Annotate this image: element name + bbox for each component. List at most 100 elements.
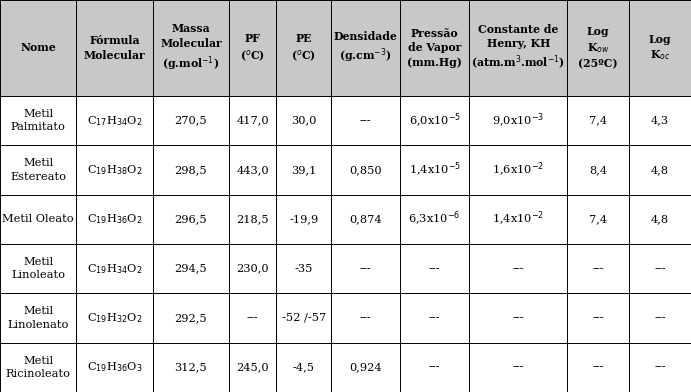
Text: 312,5: 312,5 — [175, 362, 207, 372]
Bar — [0, 145, 77, 195]
Text: Constante de
Henry, KH
(atm.m$^{3}$.mol$^{-1}$): Constante de Henry, KH (atm.m$^{3}$.mol$… — [471, 24, 565, 73]
Text: Massa
Molecular
(g.mol$^{-1}$): Massa Molecular (g.mol$^{-1}$) — [160, 23, 222, 73]
Text: 443,0: 443,0 — [236, 165, 269, 175]
Bar — [153, 293, 229, 343]
Text: Densidade
(g.cm$^{-3}$): Densidade (g.cm$^{-3}$) — [334, 31, 397, 65]
Bar — [400, 343, 469, 392]
Bar — [567, 0, 630, 96]
Text: -52 /-57: -52 /-57 — [281, 313, 325, 323]
Bar — [567, 343, 630, 392]
Bar — [276, 0, 331, 96]
Text: 4,8: 4,8 — [651, 165, 669, 175]
Text: ---: --- — [360, 264, 371, 274]
Text: ---: --- — [247, 313, 258, 323]
Bar — [77, 195, 153, 244]
Text: C$_{19}$H$_{32}$O$_{2}$: C$_{19}$H$_{32}$O$_{2}$ — [87, 311, 142, 325]
Bar — [400, 145, 469, 195]
Bar — [400, 195, 469, 244]
Text: Fórmula
Molecular: Fórmula Molecular — [84, 35, 145, 61]
Bar — [153, 0, 229, 96]
Bar — [0, 343, 77, 392]
Bar — [567, 195, 630, 244]
Bar — [567, 96, 630, 145]
Text: C$_{19}$H$_{36}$O$_{3}$: C$_{19}$H$_{36}$O$_{3}$ — [87, 360, 142, 374]
Bar — [276, 195, 331, 244]
Bar — [0, 96, 77, 145]
Text: ---: --- — [513, 313, 524, 323]
Bar — [77, 145, 153, 195]
Bar — [469, 145, 567, 195]
Text: 0,874: 0,874 — [349, 214, 382, 224]
Bar — [630, 145, 691, 195]
Text: Metil
Estereato: Metil Estereato — [10, 158, 66, 181]
Bar — [469, 96, 567, 145]
Bar — [331, 0, 400, 96]
Text: -19,9: -19,9 — [289, 214, 319, 224]
Text: 245,0: 245,0 — [236, 362, 269, 372]
Bar — [400, 244, 469, 293]
Text: ---: --- — [654, 362, 666, 372]
Bar — [229, 195, 276, 244]
Bar — [630, 195, 691, 244]
Text: Metil Oleato: Metil Oleato — [2, 214, 74, 224]
Text: PF
($^{o}$C): PF ($^{o}$C) — [240, 33, 265, 63]
Text: 7,4: 7,4 — [589, 214, 607, 224]
Bar — [567, 293, 630, 343]
Text: 9,0x10$^{-3}$: 9,0x10$^{-3}$ — [492, 112, 545, 130]
Text: Metil
Ricinoleato: Metil Ricinoleato — [6, 356, 70, 379]
Text: ---: --- — [513, 362, 524, 372]
Bar — [229, 145, 276, 195]
Bar — [400, 0, 469, 96]
Text: 294,5: 294,5 — [175, 264, 207, 274]
Text: 298,5: 298,5 — [175, 165, 207, 175]
Text: -35: -35 — [294, 264, 313, 274]
Bar — [630, 244, 691, 293]
Bar — [630, 293, 691, 343]
Bar — [400, 293, 469, 343]
Text: C$_{19}$H$_{34}$O$_{2}$: C$_{19}$H$_{34}$O$_{2}$ — [87, 262, 142, 276]
Bar — [276, 244, 331, 293]
Text: 1,6x10$^{-2}$: 1,6x10$^{-2}$ — [492, 161, 545, 179]
Text: ---: --- — [654, 264, 666, 274]
Text: Nome: Nome — [20, 42, 56, 53]
Text: 270,5: 270,5 — [175, 116, 207, 125]
Text: ---: --- — [654, 313, 666, 323]
Bar — [153, 195, 229, 244]
Bar — [229, 343, 276, 392]
Bar — [400, 96, 469, 145]
Text: 0,850: 0,850 — [349, 165, 382, 175]
Bar — [469, 293, 567, 343]
Text: 4,3: 4,3 — [651, 116, 669, 125]
Bar — [276, 343, 331, 392]
Bar — [77, 96, 153, 145]
Text: 417,0: 417,0 — [236, 116, 269, 125]
Text: 292,5: 292,5 — [175, 313, 207, 323]
Bar — [276, 96, 331, 145]
Bar — [331, 244, 400, 293]
Text: Log
K$_{ow}$
(25ºC): Log K$_{ow}$ (25ºC) — [578, 26, 618, 70]
Bar — [77, 244, 153, 293]
Text: 8,4: 8,4 — [589, 165, 607, 175]
Text: ---: --- — [592, 313, 604, 323]
Text: C$_{19}$H$_{38}$O$_{2}$: C$_{19}$H$_{38}$O$_{2}$ — [87, 163, 142, 177]
Bar — [229, 96, 276, 145]
Text: 1,4x10$^{-5}$: 1,4x10$^{-5}$ — [408, 161, 461, 179]
Text: Pressão
de Vapor
(mm.Hg): Pressão de Vapor (mm.Hg) — [407, 28, 462, 68]
Bar — [0, 195, 77, 244]
Text: Log
K$_{oc}$: Log K$_{oc}$ — [649, 34, 672, 62]
Bar — [229, 244, 276, 293]
Bar — [630, 0, 691, 96]
Text: Metil
Linoleato: Metil Linoleato — [11, 257, 65, 280]
Bar — [630, 343, 691, 392]
Text: ---: --- — [592, 362, 604, 372]
Bar — [0, 244, 77, 293]
Text: ---: --- — [429, 313, 440, 323]
Text: -4,5: -4,5 — [293, 362, 314, 372]
Text: ---: --- — [592, 264, 604, 274]
Bar — [153, 244, 229, 293]
Text: ---: --- — [360, 313, 371, 323]
Bar — [276, 145, 331, 195]
Bar — [469, 244, 567, 293]
Text: 0,924: 0,924 — [349, 362, 382, 372]
Bar — [153, 96, 229, 145]
